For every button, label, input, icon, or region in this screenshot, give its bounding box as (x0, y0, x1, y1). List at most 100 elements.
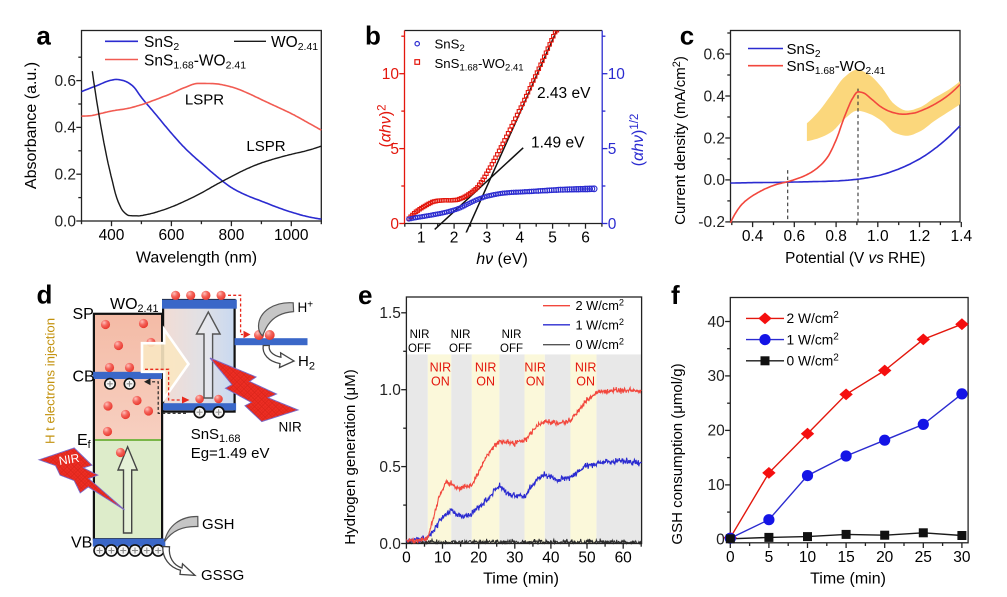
svg-text:SnS2: SnS2 (787, 41, 821, 60)
svg-text:0: 0 (716, 532, 725, 549)
svg-text:NIR: NIR (575, 361, 597, 375)
svg-text:Eg=1.49 eV: Eg=1.49 eV (191, 445, 270, 462)
svg-text:0.0: 0.0 (703, 172, 725, 189)
svg-text:SnS1.68-WO2.41: SnS1.68-WO2.41 (144, 53, 246, 72)
svg-text:1.49 eV: 1.49 eV (531, 135, 585, 152)
svg-text:0: 0 (390, 216, 399, 233)
svg-text:800: 800 (218, 227, 244, 244)
svg-text:LSPR: LSPR (246, 138, 285, 155)
svg-text:5: 5 (608, 141, 617, 158)
svg-text:0.0: 0.0 (379, 536, 401, 553)
svg-text:50: 50 (578, 550, 596, 567)
svg-text:20: 20 (708, 423, 726, 440)
svg-text:30: 30 (953, 549, 971, 566)
svg-text:NIR: NIR (524, 361, 546, 375)
svg-text:hν (eV): hν (eV) (476, 251, 528, 268)
svg-text:Time (min): Time (min) (483, 571, 559, 588)
svg-text:0.2: 0.2 (54, 167, 76, 184)
svg-text:5: 5 (390, 141, 399, 158)
svg-text:CB: CB (73, 368, 95, 385)
svg-text:0.4: 0.4 (54, 120, 76, 137)
svg-text:ON: ON (526, 375, 545, 389)
svg-text:400: 400 (99, 227, 125, 244)
svg-text:VB: VB (71, 535, 92, 552)
svg-text:ON: ON (576, 375, 595, 389)
svg-text:10: 10 (799, 549, 817, 566)
svg-text:0: 0 (402, 550, 411, 567)
svg-text:NIR: NIR (475, 361, 497, 375)
svg-text:1 W/cm2: 1 W/cm2 (787, 331, 840, 347)
svg-text:1.0: 1.0 (867, 228, 889, 245)
svg-text:Time (min): Time (min) (810, 570, 886, 587)
svg-text:1.4: 1.4 (951, 228, 973, 245)
svg-text:NIR: NIR (502, 329, 522, 341)
svg-text:0.8: 0.8 (825, 228, 847, 245)
svg-text:OFF: OFF (449, 343, 472, 355)
svg-text:NIR: NIR (430, 361, 452, 375)
svg-text:0.6: 0.6 (703, 46, 725, 63)
svg-text:20: 20 (876, 549, 894, 566)
svg-text:d: d (37, 280, 53, 310)
svg-text:SnS2: SnS2 (144, 34, 179, 53)
svg-text:0.6: 0.6 (784, 228, 806, 245)
svg-text:30: 30 (708, 368, 726, 385)
svg-text:OFF: OFF (408, 343, 431, 355)
svg-text:1.2: 1.2 (909, 228, 931, 245)
svg-text:2 W/cm2: 2 W/cm2 (787, 310, 840, 326)
svg-text:b: b (365, 21, 381, 51)
svg-text:1000: 1000 (274, 227, 309, 244)
svg-text:-0.2: -0.2 (698, 214, 725, 231)
svg-text:NIR: NIR (279, 420, 303, 435)
svg-text:10: 10 (708, 477, 726, 494)
svg-text:1 W/cm2: 1 W/cm2 (576, 317, 625, 333)
svg-text:0: 0 (608, 216, 617, 233)
svg-text:1: 1 (417, 230, 426, 247)
svg-text:Absorbance (a.u.): Absorbance (a.u.) (23, 62, 40, 189)
svg-text:0 W/cm2: 0 W/cm2 (787, 353, 840, 369)
svg-text:2 W/cm2: 2 W/cm2 (576, 298, 625, 314)
svg-text:0.4: 0.4 (742, 228, 764, 245)
svg-text:1.0: 1.0 (379, 382, 401, 399)
svg-text:10: 10 (382, 66, 400, 83)
svg-text:GSSG: GSSG (201, 567, 244, 584)
svg-text:2.43 eV: 2.43 eV (537, 85, 591, 102)
svg-text:GSH consumption (μmol/g): GSH consumption (μmol/g) (669, 363, 686, 544)
svg-text:e: e (358, 280, 372, 310)
svg-text:SnS1.68-WO2.41: SnS1.68-WO2.41 (787, 58, 886, 77)
svg-text:15: 15 (837, 549, 854, 566)
svg-text:4: 4 (515, 230, 524, 247)
svg-text:ON: ON (431, 375, 450, 389)
svg-text:Hydrogen generation (μM): Hydrogen generation (μM) (342, 369, 359, 544)
svg-text:SP: SP (73, 306, 94, 323)
svg-text:a: a (36, 21, 51, 51)
svg-text:Current density (mA/cm2): Current density (mA/cm2) (671, 56, 689, 225)
svg-text:2: 2 (450, 230, 459, 247)
svg-text:LSPR: LSPR (185, 92, 224, 109)
svg-text:0.4: 0.4 (703, 88, 725, 105)
svg-text:0.2: 0.2 (703, 130, 725, 147)
svg-text:30: 30 (506, 550, 524, 567)
svg-text:0.5: 0.5 (379, 459, 401, 476)
svg-text:5: 5 (548, 230, 557, 247)
svg-text:f: f (671, 280, 680, 310)
svg-text:H t electrons injection: H t electrons injection (43, 318, 58, 444)
svg-text:0 W/cm2: 0 W/cm2 (576, 337, 625, 353)
svg-text:OFF: OFF (500, 343, 523, 355)
svg-text:SnS1.68-WO2.41: SnS1.68-WO2.41 (435, 56, 524, 74)
svg-text:0.0: 0.0 (54, 213, 76, 230)
svg-text:5: 5 (765, 549, 774, 566)
svg-text:NIR: NIR (451, 329, 471, 341)
svg-text:10: 10 (608, 66, 626, 83)
svg-text:40: 40 (708, 314, 726, 331)
svg-text:25: 25 (915, 549, 932, 566)
svg-text:GSH: GSH (202, 516, 235, 533)
svg-text:60: 60 (615, 550, 633, 567)
svg-text:Wavelength (nm): Wavelength (nm) (136, 250, 257, 267)
svg-text:0.6: 0.6 (54, 73, 76, 90)
svg-text:20: 20 (470, 550, 488, 567)
svg-text:NIR: NIR (58, 451, 81, 468)
svg-text:1.5: 1.5 (379, 305, 401, 322)
svg-text:ON: ON (476, 375, 495, 389)
svg-text:6: 6 (581, 230, 590, 247)
svg-text:600: 600 (158, 227, 184, 244)
